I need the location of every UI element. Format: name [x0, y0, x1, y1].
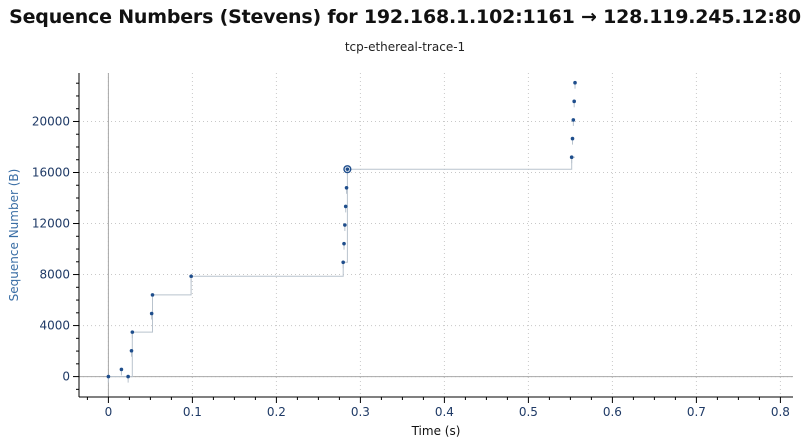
- x-tick-label: 0.1: [183, 405, 202, 419]
- y-tick-label: 16000: [32, 165, 70, 179]
- data-point: [572, 99, 576, 104]
- axes: [73, 73, 793, 403]
- x-tick-label: 0: [105, 405, 113, 419]
- data-point: [570, 136, 575, 141]
- grid-lines: [79, 73, 793, 397]
- data-point: [345, 167, 350, 171]
- tick-labels: 0 0.1 0.2 0.3 0.4 0.5 0.6 0.7 0.8 0 4000 8000 12000 1…: [32, 114, 790, 419]
- data-point: [343, 204, 348, 209]
- data-point: [341, 260, 345, 265]
- x-tick-label: 0.6: [603, 405, 622, 419]
- step-line-layer: [107, 82, 576, 383]
- chart-subtitle: tcp-ethereal-trace-1: [344, 40, 466, 54]
- y-tick-label: 4000: [39, 319, 70, 333]
- data-point: [189, 274, 193, 279]
- x-tick-label: 0.4: [435, 405, 454, 419]
- x-tick-label: 0.2: [267, 405, 286, 419]
- chart-title: Sequence Numbers (Stevens) for 192.168.1…: [9, 6, 801, 28]
- x-tick-label: 0.5: [519, 405, 538, 419]
- data-point: [129, 348, 134, 353]
- data-point: [344, 185, 349, 190]
- step-line: [108, 156, 575, 378]
- y-tick-label: 8000: [39, 268, 70, 282]
- x-tick-label: 0.3: [351, 405, 370, 419]
- data-point: [342, 241, 346, 246]
- y-tick-label: 20000: [32, 114, 70, 128]
- y-axis-label: Sequence Number (B): [7, 169, 21, 302]
- data-point: [126, 374, 130, 379]
- data-point: [130, 330, 135, 334]
- selected-point-marker: [343, 165, 352, 174]
- data-point: [119, 367, 124, 372]
- data-points: [106, 80, 577, 379]
- data-point: [571, 118, 576, 122]
- data-point: [573, 80, 577, 85]
- x-tick-label: 0.7: [687, 405, 706, 419]
- y-tick-label: 12000: [32, 217, 70, 231]
- data-point: [106, 374, 111, 379]
- data-point: [150, 293, 155, 297]
- data-point: [343, 223, 347, 227]
- data-point: [569, 155, 574, 159]
- data-point: [149, 311, 154, 316]
- y-tick-label: 0: [62, 370, 70, 384]
- x-axis-label: Time (s): [411, 424, 461, 438]
- x-tick-label: 0.8: [771, 405, 790, 419]
